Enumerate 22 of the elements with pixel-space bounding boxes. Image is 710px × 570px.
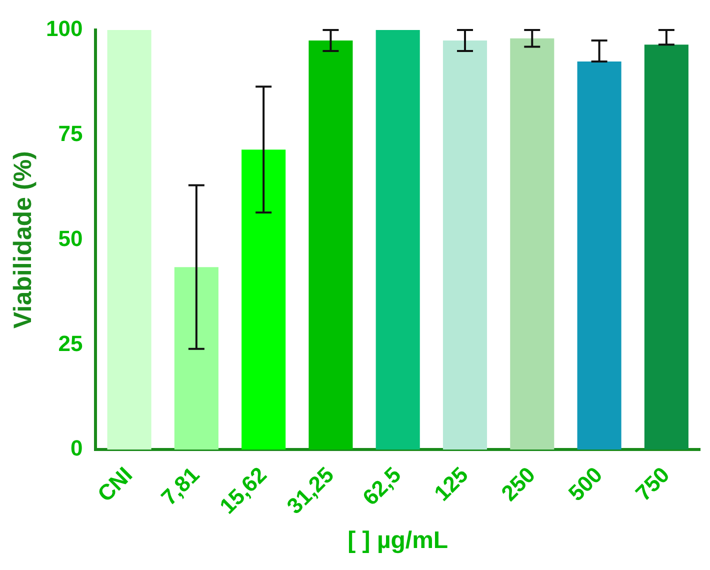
x-tick-label: 125 bbox=[429, 462, 473, 506]
y-tick-label: 50 bbox=[58, 226, 83, 251]
bar bbox=[174, 267, 218, 450]
bar bbox=[644, 44, 688, 450]
bar bbox=[442, 40, 488, 450]
bar bbox=[107, 30, 152, 450]
y-tick-label: 25 bbox=[58, 330, 83, 356]
x-tick-label: 7,81 bbox=[156, 462, 204, 510]
bar bbox=[510, 38, 554, 450]
x-tick-label: 500 bbox=[563, 462, 608, 506]
x-tick-label: 750 bbox=[630, 462, 674, 506]
bar bbox=[577, 61, 622, 450]
y-axis-title: Viabilidade (%) bbox=[8, 151, 37, 328]
x-tick-label: CNI bbox=[92, 462, 138, 507]
x-tick-label: 250 bbox=[496, 462, 540, 506]
bar bbox=[376, 30, 420, 450]
y-tick-label: 75 bbox=[58, 120, 83, 146]
x-axis-title: [ ] µg/mL bbox=[348, 527, 448, 554]
bar bbox=[242, 150, 286, 450]
y-tick-label: 0 bbox=[70, 436, 83, 461]
y-tick-label: 100 bbox=[46, 16, 83, 42]
bar bbox=[308, 40, 353, 450]
